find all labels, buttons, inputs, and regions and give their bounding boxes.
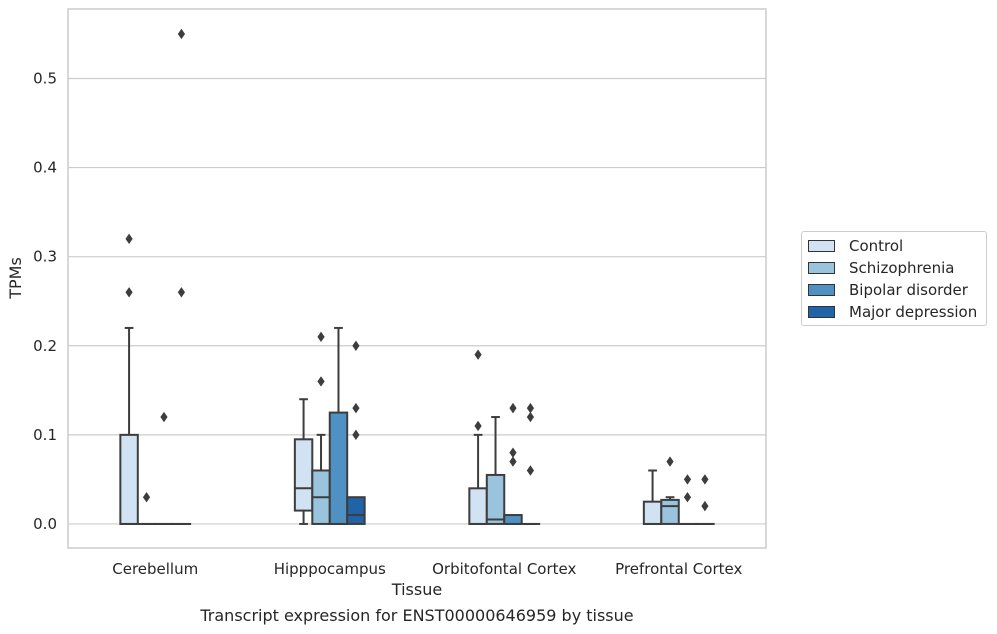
y-tick-label: 0.2: [33, 337, 57, 355]
legend-label-major-depression: Major depression: [849, 303, 978, 321]
box-series: [119, 28, 715, 525]
legend-swatch-schizophrenia: [808, 262, 835, 274]
series-major-depression: [171, 28, 715, 525]
legend-item-control: Control: [808, 237, 903, 255]
legend-label-control: Control: [849, 237, 904, 255]
outlier-point: [526, 411, 535, 423]
box-bipolar-disorder-orbitofontal-cortex: [503, 402, 523, 525]
outlier-point: [474, 349, 482, 360]
box-iqr: [468, 487, 488, 525]
series-control: [119, 233, 663, 525]
box-iqr: [660, 498, 680, 525]
y-tick-labels: 0.0 0.1 0.2 0.3 0.4 0.5: [33, 69, 57, 532]
plot-frame: [67, 8, 767, 549]
box-iqr: [293, 438, 314, 512]
box-control-cerebellum: [119, 233, 139, 525]
outlier-point: [352, 429, 360, 441]
x-tick-label-hipppocampus: Hipppocampus: [274, 560, 386, 578]
box-bipolar-disorder-prefrontal-cortex: [677, 474, 698, 525]
box-schizophrenia-prefrontal-cortex: [660, 456, 680, 525]
outlier-point: [509, 447, 517, 458]
box-bipolar-disorder-cerebellum: [154, 411, 174, 525]
outlier-point: [666, 456, 674, 467]
box-major-depression-hipppocampus: [346, 340, 366, 525]
legend-swatch-bipolar-disorder: [808, 284, 835, 296]
outlier-point: [352, 402, 360, 414]
box-iqr: [346, 496, 366, 525]
outlier-point: [125, 233, 133, 245]
box-schizophrenia-cerebellum: [136, 492, 157, 525]
outlier-point: [701, 474, 709, 485]
outlier-point: [701, 500, 709, 512]
box-major-depression-prefrontal-cortex: [695, 474, 715, 525]
legend-label-schizophrenia: Schizophrenia: [849, 259, 955, 277]
y-tick-label: 0.4: [33, 159, 57, 177]
outlier-point: [317, 376, 325, 387]
outlier-point: [683, 492, 692, 503]
box-schizophrenia-hipppocampus: [311, 331, 331, 525]
outlier-point: [177, 28, 186, 40]
outlier-point: [177, 287, 186, 298]
box-bipolar-disorder-hipppocampus: [328, 326, 349, 525]
box-iqr: [328, 411, 349, 525]
legend-swatch-major-depression: [808, 306, 835, 318]
box-iqr: [642, 500, 663, 525]
legend-swatch-control: [808, 240, 835, 252]
outlier-point: [142, 492, 151, 503]
box-major-depression-orbitofontal-cortex: [520, 402, 541, 525]
legend-item-major-depression: Major depression: [808, 303, 977, 321]
series-schizophrenia: [136, 331, 680, 525]
outlier-point: [509, 456, 517, 467]
box-iqr: [485, 473, 506, 525]
x-tick-label-prefrontal-cortex: Prefrontal Cortex: [615, 560, 742, 578]
outlier-point: [526, 402, 535, 414]
outlier-point: [352, 340, 360, 351]
outlier-point: [125, 287, 133, 298]
x-axis-label: Tissue: [391, 580, 442, 599]
box-schizophrenia-orbitofontal-cortex: [485, 416, 506, 525]
gridlines: [68, 77, 766, 525]
outlier-point: [160, 411, 168, 423]
box-control-hipppocampus: [293, 398, 314, 525]
chart-caption: Transcript expression for ENST0000064695…: [200, 606, 634, 625]
box-control-prefrontal-cortex: [642, 469, 663, 525]
legend-label-bipolar-disorder: Bipolar disorder: [849, 281, 968, 299]
legend-item-schizophrenia: Schizophrenia: [808, 259, 954, 277]
outlier-point: [474, 420, 482, 432]
y-tick-label: 0.0: [33, 515, 57, 533]
x-tick-labels: Cerebellum Hipppocampus Orbitofontal Corte…: [112, 560, 742, 578]
outlier-point: [317, 331, 325, 343]
outlier-point: [683, 474, 692, 485]
legend: Control Schizophrenia Bipolar disorder M…: [801, 231, 987, 326]
box-iqr: [503, 514, 523, 525]
y-axis-label: TPMs: [6, 257, 25, 300]
x-tick-label-orbitofontal-cortex: Orbitofontal Cortex: [432, 560, 576, 578]
outlier-point: [526, 465, 535, 476]
box-control-orbitofontal-cortex: [468, 349, 488, 525]
box-major-depression-cerebellum: [171, 28, 192, 525]
x-tick-label-cerebellum: Cerebellum: [112, 560, 198, 578]
outlier-point: [509, 402, 517, 414]
y-tick-label: 0.5: [33, 69, 57, 87]
series-bipolar-disorder: [154, 326, 698, 525]
legend-item-bipolar-disorder: Bipolar disorder: [808, 281, 968, 299]
box-iqr: [119, 433, 139, 525]
y-tick-label: 0.1: [33, 426, 57, 444]
y-tick-label: 0.3: [33, 248, 57, 266]
